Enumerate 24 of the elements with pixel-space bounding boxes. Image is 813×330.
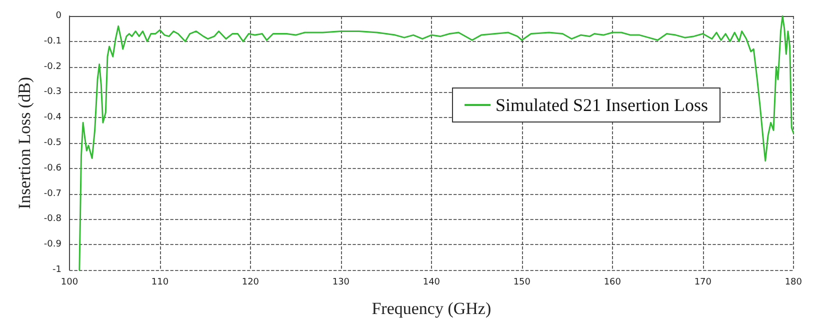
- y-tick-label: -0.7: [44, 188, 62, 199]
- y-tick-label: 0: [56, 11, 62, 21]
- y-tick-label: -0.8: [44, 214, 62, 224]
- x-tick-label: 130: [332, 278, 350, 288]
- x-tick-label: 110: [151, 278, 169, 288]
- legend-label: Simulated S21 Insertion Loss: [496, 95, 708, 115]
- y-tick-label: -0.1: [44, 36, 62, 46]
- x-tick-label: 100: [60, 278, 78, 288]
- line-series: [78, 15, 794, 271]
- x-tick-label: 160: [604, 278, 622, 288]
- y-axis-title: Insertion Loss (dB): [15, 76, 34, 210]
- y-tick-label: -0.5: [44, 138, 62, 148]
- y-tick-label: -0.2: [44, 62, 62, 72]
- x-tick-label: 140: [422, 278, 440, 288]
- x-axis-title: Frequency (GHz): [372, 299, 492, 318]
- x-tick-label: 180: [784, 278, 802, 288]
- y-tick-label: -0.4: [44, 112, 62, 123]
- y-tick-label: -1: [52, 265, 62, 275]
- x-tick-label: 150: [513, 278, 531, 288]
- y-tick-label: -0.3: [44, 87, 62, 98]
- y-tick-label: -0.9: [44, 240, 62, 250]
- y-tick-label: -0.6: [44, 163, 62, 174]
- x-tick-label: 170: [694, 278, 712, 288]
- x-tick-label: 120: [242, 278, 260, 288]
